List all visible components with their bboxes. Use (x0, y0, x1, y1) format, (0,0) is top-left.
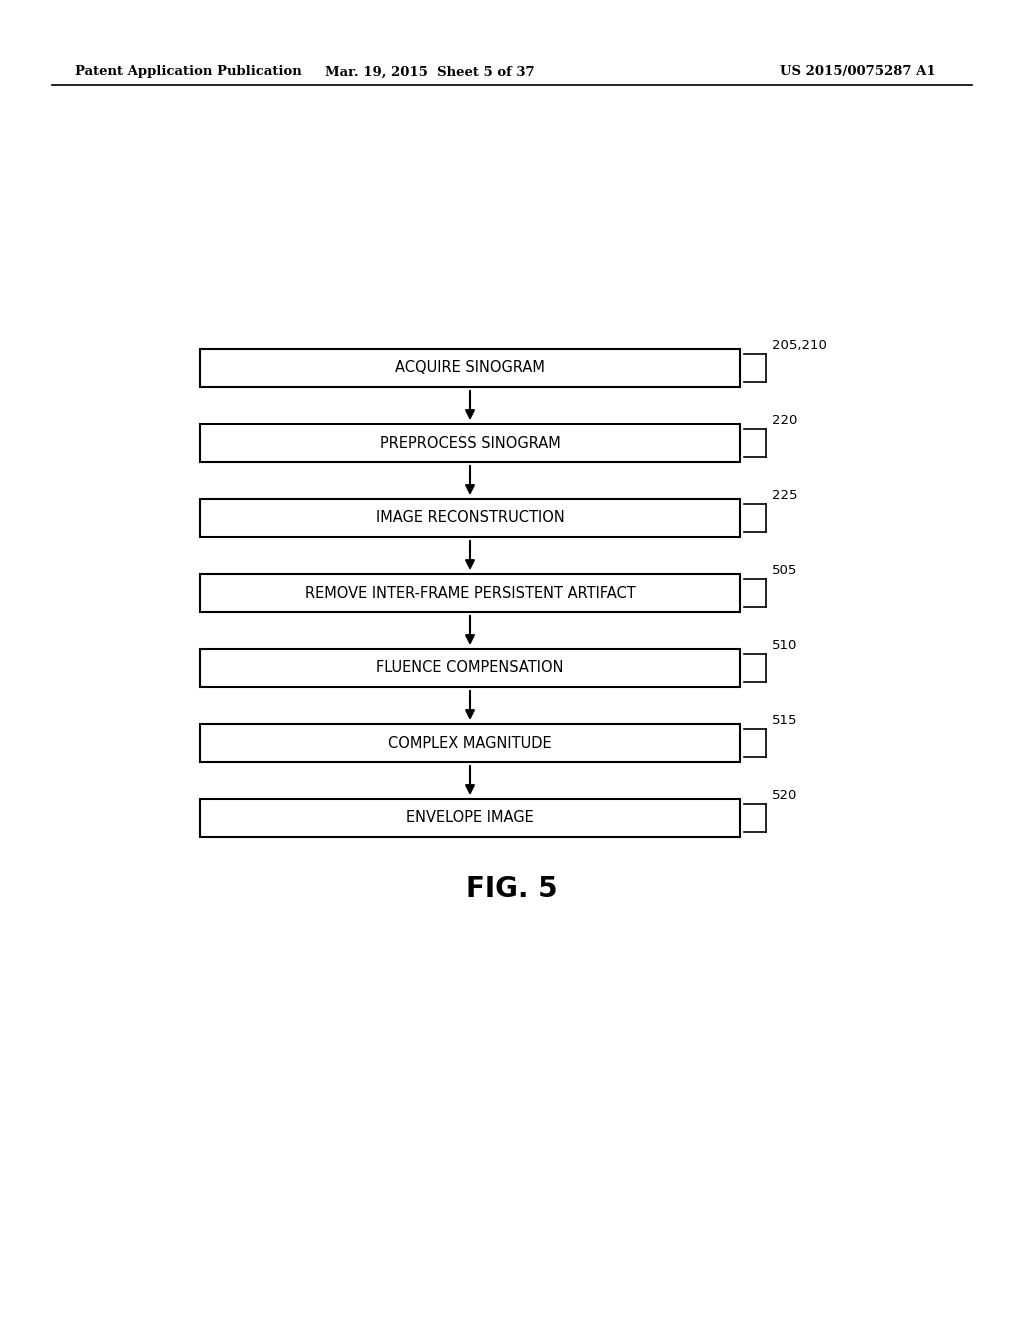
Text: 520: 520 (772, 789, 798, 803)
Text: COMPLEX MAGNITUDE: COMPLEX MAGNITUDE (388, 735, 552, 751)
Text: ACQUIRE SINOGRAM: ACQUIRE SINOGRAM (395, 360, 545, 375)
Bar (200, 723, 740, 762)
Text: FLUENCE COMPENSATION: FLUENCE COMPENSATION (376, 660, 564, 676)
Bar (200, 499, 740, 537)
Text: 505: 505 (772, 564, 798, 577)
Text: ENVELOPE IMAGE: ENVELOPE IMAGE (407, 810, 534, 825)
Text: IMAGE RECONSTRUCTION: IMAGE RECONSTRUCTION (376, 511, 564, 525)
Text: REMOVE INTER-FRAME PERSISTENT ARTIFACT: REMOVE INTER-FRAME PERSISTENT ARTIFACT (304, 586, 635, 601)
Bar (200, 574, 740, 612)
Text: 220: 220 (772, 414, 798, 426)
Bar (200, 424, 740, 462)
Text: Patent Application Publication: Patent Application Publication (75, 66, 302, 78)
Text: PREPROCESS SINOGRAM: PREPROCESS SINOGRAM (380, 436, 560, 450)
Text: 205,210: 205,210 (772, 339, 826, 352)
Bar (200, 799, 740, 837)
Bar (200, 348, 740, 387)
Text: US 2015/0075287 A1: US 2015/0075287 A1 (780, 66, 936, 78)
Text: 515: 515 (772, 714, 798, 727)
Bar (200, 649, 740, 686)
Text: FIG. 5: FIG. 5 (466, 875, 558, 903)
Text: 225: 225 (772, 488, 798, 502)
Text: 510: 510 (772, 639, 798, 652)
Text: Mar. 19, 2015  Sheet 5 of 37: Mar. 19, 2015 Sheet 5 of 37 (326, 66, 535, 78)
